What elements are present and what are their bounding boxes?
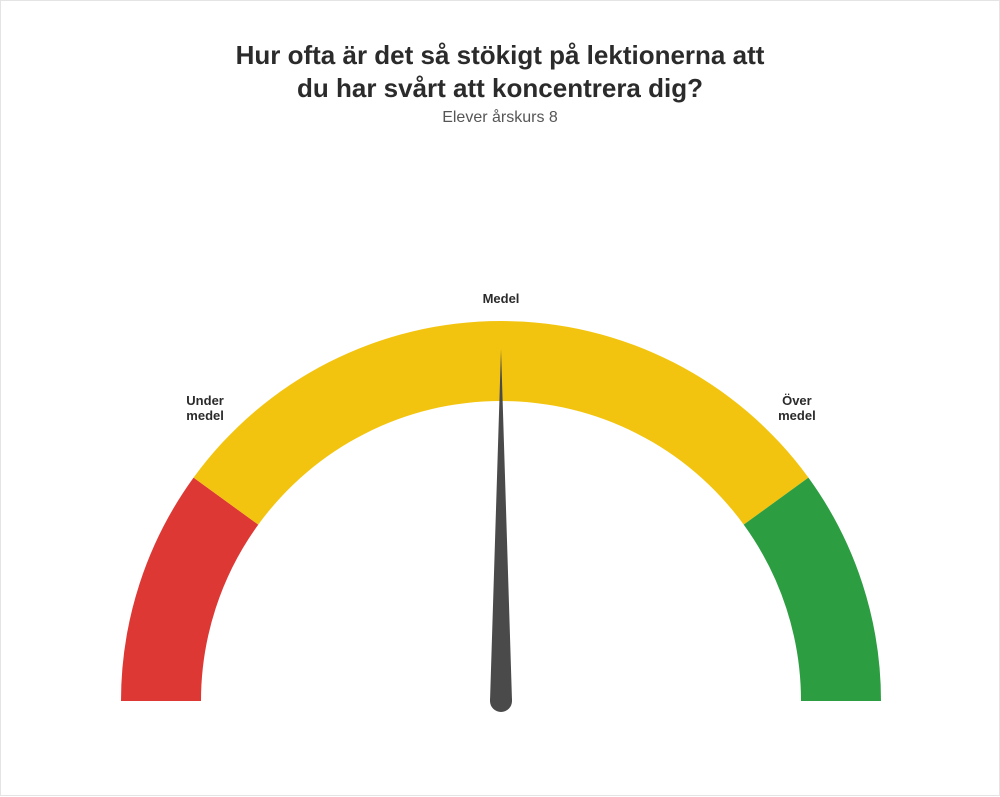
chart-title: Hur ofta är det så stökigt på lektionern… (1, 39, 999, 104)
title-line-1: Hur ofta är det så stökigt på lektionern… (236, 40, 765, 70)
title-line-2: du har svårt att koncentrera dig? (297, 73, 703, 103)
gauge-label-right: Övermedel (778, 393, 816, 423)
gauge-label-left: Undermedel (186, 393, 224, 423)
chart-frame: Hur ofta är det så stökigt på lektionern… (0, 0, 1000, 796)
chart-subtitle: Elever årskurs 8 (1, 109, 999, 127)
gauge-segment-2 (744, 478, 881, 701)
gauge-chart: Undermedel Medel Övermedel (1, 161, 999, 795)
gauge-svg: Undermedel Medel Övermedel (1, 161, 1000, 797)
gauge-segment-0 (121, 478, 258, 701)
gauge-label-top: Medel (483, 291, 520, 306)
gauge-needle-hub (490, 690, 512, 712)
gauge-needle (490, 349, 512, 701)
